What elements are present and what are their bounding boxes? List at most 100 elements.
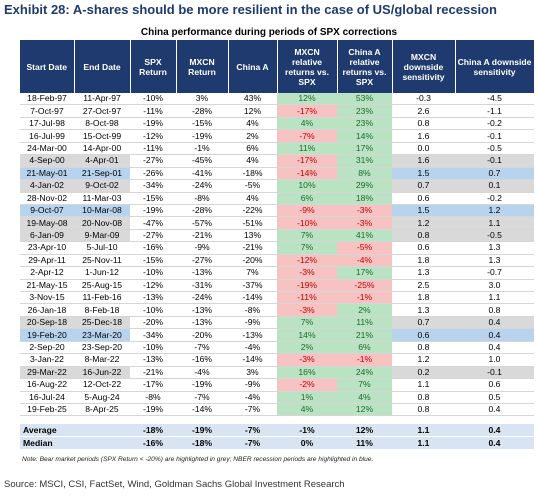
cell-start-date: 24-Mar-00 bbox=[20, 142, 74, 156]
header-china-a-relative: China A relative returns vs. SPX bbox=[337, 40, 393, 93]
cell-start-date: 21-May-15 bbox=[20, 279, 74, 293]
cell-end-date: 25-Aug-15 bbox=[74, 279, 130, 293]
cell-spx-return: -8% bbox=[130, 391, 176, 404]
cell-mxcn-relative: 7% bbox=[277, 229, 337, 243]
cell-china-a-return: -21% bbox=[228, 241, 277, 255]
cell-spx-return: -19% bbox=[130, 204, 176, 218]
header-mxcn-return: MXCN Return bbox=[176, 40, 229, 93]
cell-mxcn-relative: -17% bbox=[277, 154, 337, 168]
cell-start-date: 21-May-01 bbox=[20, 167, 74, 181]
cell-mxcn-sensitivity: 1.8 bbox=[392, 254, 455, 268]
cell-start-date: 7-Oct-97 bbox=[20, 104, 74, 118]
cell-china-a-return: -4% bbox=[228, 341, 277, 355]
table-row: 19-May-08 20-Nov-08 -47% -57% -51% -10% -3% 1.2… bbox=[20, 216, 534, 230]
cell-end-date: 12-Oct-22 bbox=[74, 378, 130, 392]
cell-mxcn-relative: 2% bbox=[277, 341, 337, 355]
cell-china-a-return: -9% bbox=[228, 316, 277, 330]
cell-china-a-relative: -25% bbox=[337, 279, 392, 293]
cell-mxcn-sensitivity: 1.8 bbox=[392, 291, 455, 305]
table-row: 19-Feb-25 8-Apr-25 -19% -14% -7% 4% 12% 0.8 0.4 bbox=[20, 403, 534, 417]
cell-mxcn-return: -16% bbox=[176, 353, 228, 367]
cell-china-a-sensitivity: 3.0 bbox=[455, 279, 534, 293]
cell-mxcn-sensitivity: 0.8 bbox=[392, 391, 455, 404]
header-spx-return: SPX Return bbox=[130, 40, 177, 93]
cell-mxcn-return: -15% bbox=[176, 117, 228, 131]
cell-china-a-return: -13% bbox=[228, 328, 277, 342]
table-row: 16-Aug-22 12-Oct-22 -17% -19% -9% -2% 7% 1.1 0.6 bbox=[20, 378, 534, 392]
cell-start-date: 4-Jan-02 bbox=[20, 179, 74, 193]
cell-china-a-sensitivity: 1.3 bbox=[455, 254, 534, 268]
cell-china-a-return: -14% bbox=[228, 353, 277, 367]
cell-mxcn-relative: 7% bbox=[277, 241, 337, 255]
cell-mxcn-return: -27% bbox=[176, 254, 228, 268]
cell-mxcn-relative: 4% bbox=[277, 403, 337, 417]
average-row: Average -18% -19% -7% -1% 12% 1.1 0.4 bbox=[20, 424, 534, 438]
table-row: 23-Apr-10 5-Jul-10 -16% -9% -21% 7% -5% 0.6 1.3 bbox=[20, 241, 534, 255]
table-row: 3-Nov-15 11-Feb-16 -13% -24% -14% -11% -1% 1.8 1… bbox=[20, 291, 534, 305]
cell-mxcn-return: -45% bbox=[176, 154, 228, 168]
cell-end-date: 9-Oct-02 bbox=[74, 179, 130, 193]
cell-china-a-sensitivity: 1.2 bbox=[455, 204, 534, 218]
cell-mxcn-return: -31% bbox=[176, 279, 228, 293]
cell-china-a-return: 13% bbox=[228, 229, 277, 243]
cell-end-date: 11-Apr-97 bbox=[74, 93, 130, 106]
header-china-a-sensitivity: China A downside sensitivity bbox=[455, 40, 535, 93]
cell-mxcn-relative: 11% bbox=[277, 142, 337, 156]
header-start-date: Start Date bbox=[20, 40, 75, 93]
summary-china-a-relative: 11% bbox=[337, 436, 392, 451]
cell-china-a-relative: 14% bbox=[337, 129, 392, 143]
cell-china-a-relative: -4% bbox=[337, 254, 392, 268]
cell-end-date: 5-Aug-24 bbox=[74, 391, 130, 404]
cell-start-date: 6-Jan-09 bbox=[20, 229, 74, 243]
cell-mxcn-return: -20% bbox=[176, 328, 228, 342]
cell-end-date: 4-Apr-01 bbox=[74, 154, 130, 168]
cell-end-date: 11-Mar-03 bbox=[74, 192, 130, 205]
cell-spx-return: -47% bbox=[130, 216, 176, 230]
summary-label: Median bbox=[20, 436, 74, 451]
cell-mxcn-return: -24% bbox=[176, 291, 228, 305]
cell-china-a-return: 12% bbox=[228, 104, 277, 118]
cell-end-date: 21-Sep-01 bbox=[74, 167, 130, 181]
cell-end-date: 25-Dec-18 bbox=[74, 316, 130, 330]
table-row: 21-May-01 21-Sep-01 -26% -41% -18% -14% 8% 1.5 0… bbox=[20, 167, 534, 181]
cell-start-date: 9-Oct-07 bbox=[20, 204, 74, 218]
cell-mxcn-return: -19% bbox=[176, 129, 228, 143]
header-end-date: End Date bbox=[74, 40, 131, 93]
cell-spx-return: -15% bbox=[130, 192, 176, 205]
cell-china-a-sensitivity: 0.4 bbox=[455, 316, 534, 330]
cell-mxcn-sensitivity: 1.3 bbox=[392, 266, 455, 280]
cell-china-a-relative: 31% bbox=[337, 154, 392, 168]
cell-mxcn-relative: -11% bbox=[277, 291, 337, 305]
cell-mxcn-return: -8% bbox=[176, 192, 228, 205]
cell-china-a-relative: 17% bbox=[337, 266, 392, 280]
cell-china-a-sensitivity: 0.4 bbox=[455, 341, 534, 355]
cell-mxcn-sensitivity: 1.5 bbox=[392, 204, 455, 218]
cell-start-date: 28-Nov-02 bbox=[20, 192, 74, 205]
cell-end-date: 14-Apr-00 bbox=[74, 142, 130, 156]
cell-mxcn-return: -13% bbox=[176, 303, 228, 317]
cell-spx-return: -19% bbox=[130, 403, 176, 417]
cell-end-date: 8-Apr-25 bbox=[74, 403, 130, 417]
table-row: 29-Mar-22 16-Jun-22 -21% -4% 3% 16% 24% 0.2 -0.1 bbox=[20, 366, 534, 380]
cell-mxcn-relative: 12% bbox=[277, 93, 337, 106]
cell-spx-return: -16% bbox=[130, 241, 176, 255]
cell-start-date: 19-Feb-20 bbox=[20, 328, 74, 342]
cell-start-date: 29-Apr-11 bbox=[20, 254, 74, 268]
cell-mxcn-return: -1% bbox=[176, 142, 228, 156]
cell-mxcn-relative: -3% bbox=[277, 303, 337, 317]
cell-china-a-return: -18% bbox=[228, 167, 277, 181]
cell-mxcn-relative: -9% bbox=[277, 204, 337, 218]
summary-mxcn-relative: 0% bbox=[277, 436, 337, 451]
cell-start-date: 16-Jul-99 bbox=[20, 129, 74, 143]
cell-china-a-relative: 17% bbox=[337, 142, 392, 156]
cell-china-a-return: -5% bbox=[228, 179, 277, 193]
table-row: 4-Jan-02 9-Oct-02 -34% -24% -5% 10% 29% 0.7 0.1 bbox=[20, 179, 534, 193]
cell-end-date: 23-Sep-20 bbox=[74, 341, 130, 355]
cell-spx-return: -27% bbox=[130, 229, 176, 243]
cell-start-date: 3-Nov-15 bbox=[20, 291, 74, 305]
cell-china-a-sensitivity: -1.1 bbox=[455, 104, 534, 118]
cell-spx-return: -10% bbox=[130, 266, 176, 280]
cell-spx-return: -13% bbox=[130, 291, 176, 305]
cell-start-date: 20-Sep-18 bbox=[20, 316, 74, 330]
cell-mxcn-sensitivity: 0.7 bbox=[392, 179, 455, 193]
